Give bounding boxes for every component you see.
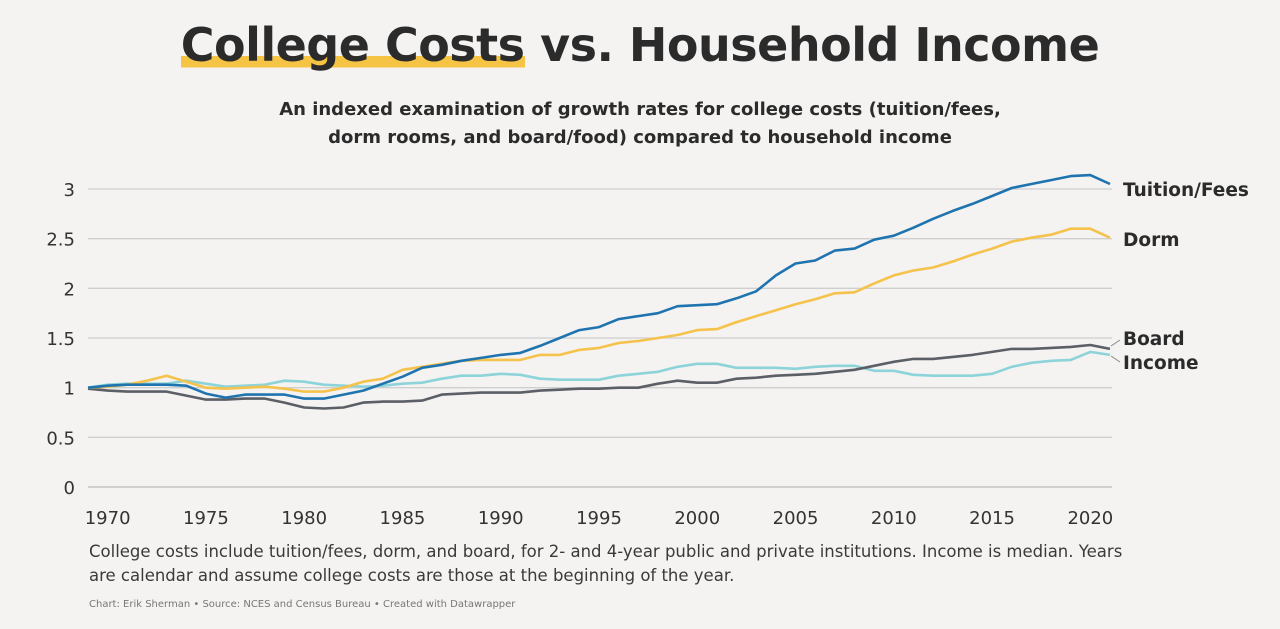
label-connector (1110, 339, 1121, 347)
title-highlight: College Costs (180, 18, 525, 72)
x-tick-label: 1995 (576, 508, 622, 529)
series-label: Tuition/Fees (1123, 180, 1249, 201)
x-tick-label: 1990 (478, 508, 524, 529)
series-line-board (87, 343, 1111, 410)
subtitle-line-2: dorm rooms, and board/food) compared to … (328, 127, 952, 148)
chart-subtitle: An indexed examination of growth rates f… (0, 96, 1280, 152)
chart-note: College costs include tuition/fees, dorm… (89, 542, 1123, 585)
x-tick-label: 1970 (85, 508, 131, 529)
series-label: Board (1123, 329, 1185, 350)
series-line-income (87, 350, 1111, 389)
chart-title: College Costs vs. Household Income (0, 18, 1280, 72)
title-rest: vs. Household Income (524, 18, 1100, 72)
x-tick-label: 1980 (281, 508, 327, 529)
y-tick-label: 2.5 (46, 230, 75, 251)
y-tick-label: 0 (64, 478, 75, 499)
y-tick-label: 2 (64, 279, 75, 300)
series-line-dorm (87, 227, 1111, 393)
x-tick-label: 2015 (969, 508, 1015, 529)
y-tick-label: 1.5 (46, 329, 75, 350)
series-label: Income (1123, 353, 1199, 374)
label-connector (1110, 355, 1121, 363)
x-tick-label: 2000 (674, 508, 720, 529)
y-tick-label: 1 (64, 379, 75, 400)
chart-credit: Chart: Erik Sherman • Source: NCES and C… (89, 599, 516, 610)
x-tick-label: 2005 (773, 508, 819, 529)
series-line-tuition-fees (87, 173, 1111, 400)
y-tick-label: 3 (64, 180, 75, 201)
x-tick-label: 1985 (380, 508, 426, 529)
x-tick-label: 2020 (1067, 508, 1113, 529)
series-label: Dorm (1123, 230, 1179, 251)
x-tick-label: 2010 (871, 508, 917, 529)
subtitle-line-1: An indexed examination of growth rates f… (279, 99, 1001, 120)
x-tick-label: 1975 (183, 508, 229, 529)
y-tick-label: 0.5 (46, 428, 75, 449)
